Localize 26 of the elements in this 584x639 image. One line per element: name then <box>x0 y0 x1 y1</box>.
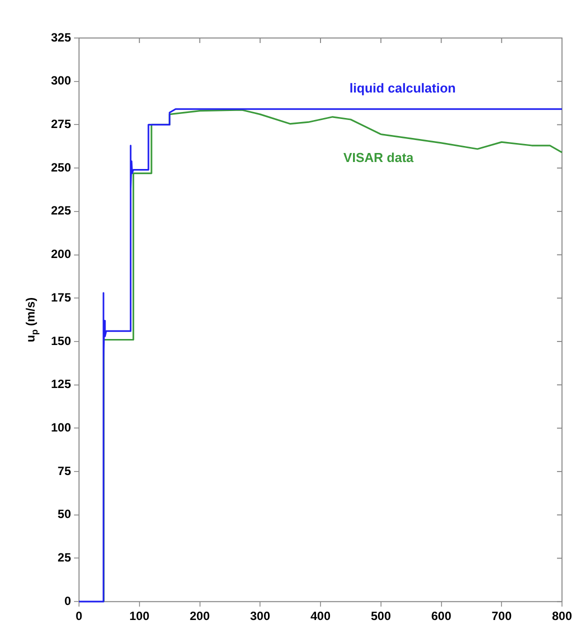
x-tick-label: 500 <box>370 609 392 624</box>
y-tick-label: 275 <box>50 117 72 132</box>
x-tick-label: 200 <box>190 609 210 624</box>
y-tick-label: 100 <box>50 420 72 434</box>
y-tick-label: 250 <box>50 160 72 174</box>
series-label: VISAR data <box>343 150 414 165</box>
x-tick-label: 600 <box>431 609 452 624</box>
y-tick-label: 75 <box>58 464 72 478</box>
x-tick-label: 400 <box>310 609 331 624</box>
series-label: liquid calculation <box>350 80 456 96</box>
x-tick-label: 800 <box>552 609 572 624</box>
y-tick-label: 225 <box>50 204 72 218</box>
y-tick-label: 25 <box>58 550 72 565</box>
x-tick-label: 0 <box>76 609 83 624</box>
y-tick-label: 125 <box>50 377 72 392</box>
y-tick-label: 300 <box>50 74 72 88</box>
y-tick-label: 200 <box>50 247 72 262</box>
y-tick-label: 0 <box>64 594 72 608</box>
x-tick-label: 700 <box>492 609 512 624</box>
x-tick-label: 100 <box>129 609 150 624</box>
y-tick-label: 150 <box>50 334 72 348</box>
y-tick-label: 175 <box>50 290 72 304</box>
y-tick-label: 50 <box>58 507 72 522</box>
y-tick-label: 325 <box>50 30 72 44</box>
x-tick-label: 300 <box>250 609 270 624</box>
y-axis-title: up (m/s) <box>23 297 40 342</box>
